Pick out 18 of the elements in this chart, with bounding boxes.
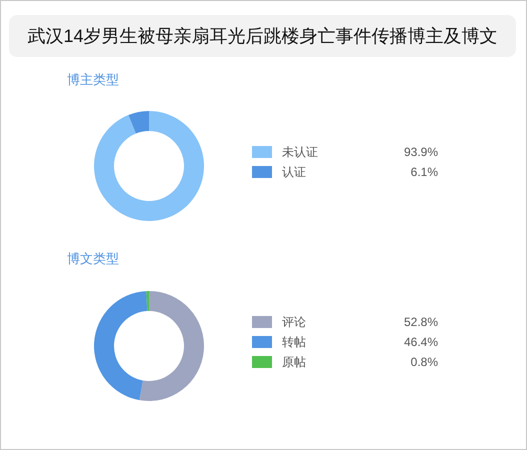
data-label: 52.8% xyxy=(404,315,438,329)
text: 武汉14岁男生被母亲扇耳光后跳楼身亡事件传播博主及博文 xyxy=(9,15,516,57)
data-label: 93.9% xyxy=(404,145,438,159)
donut-slice xyxy=(94,111,204,221)
donut-slice xyxy=(128,111,149,134)
data-label: 6.1% xyxy=(410,165,438,179)
legend-label: 评论 xyxy=(282,315,306,329)
donut-slice xyxy=(139,291,204,401)
legend-label: 转帖 xyxy=(282,335,306,349)
chart-title: 博文类型 xyxy=(67,251,119,266)
legend-label: 认证 xyxy=(282,165,306,179)
data-label: 0.8% xyxy=(410,355,438,369)
legend-label: 原帖 xyxy=(282,355,306,369)
chart-title: 博主类型 xyxy=(67,72,119,87)
donut-slice xyxy=(146,291,149,312)
data-label: 46.4% xyxy=(404,335,438,349)
legend-label: 未认证 xyxy=(282,145,318,159)
donut-slice xyxy=(94,291,148,400)
